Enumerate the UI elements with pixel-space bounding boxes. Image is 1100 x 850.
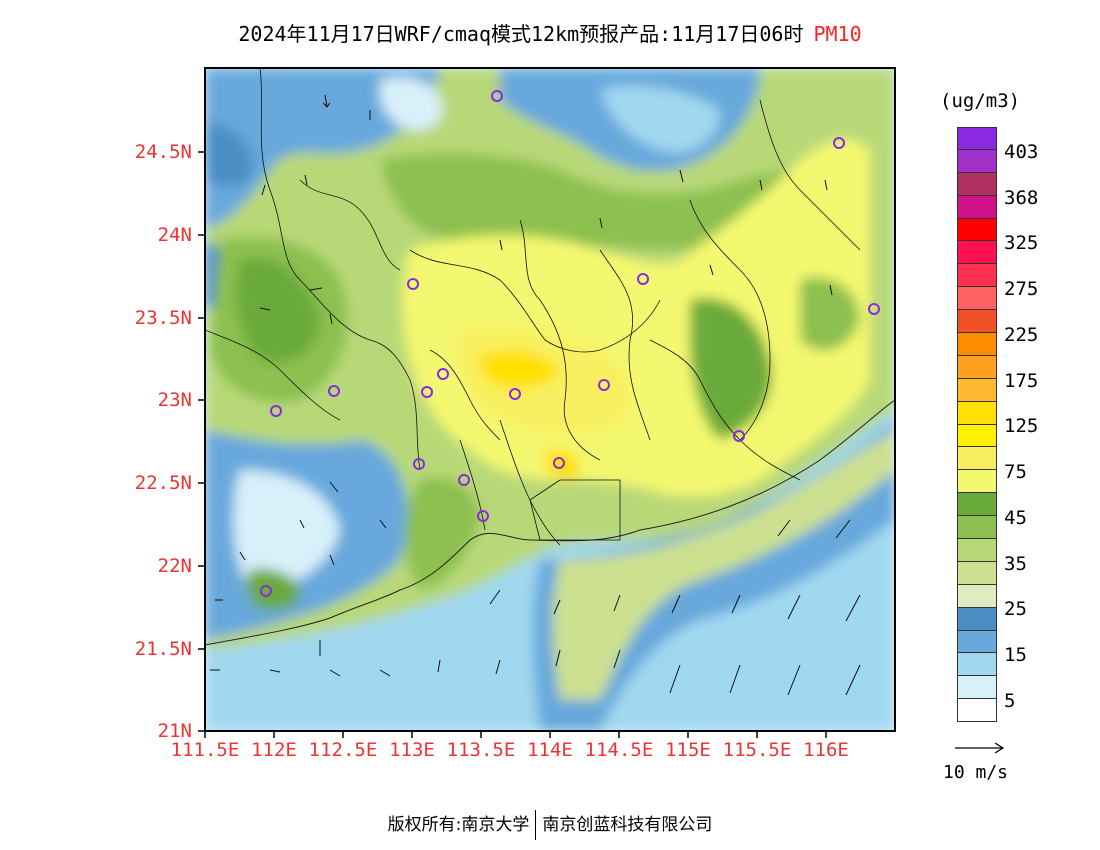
x-tick-label: 114.5E [584,739,654,761]
x-tick-label: 116E [803,739,849,761]
yellow-deep-1 [478,350,560,390]
legend-swatch [957,378,997,402]
legend-label: 35 [1004,553,1027,575]
legend-swatch [957,310,997,334]
wind-vectors [210,94,861,696]
title-main: 2024年11月17日WRF/cmaq模式12km预报产品:11月17日06时 [238,22,804,46]
wind-reference-arrow [955,742,1005,754]
legend-swatch [957,401,997,425]
legend-swatch [957,584,997,608]
legend-swatch [957,516,997,540]
green-east-light [800,277,860,351]
copyright-footer: 版权所有:南京大学 南京创蓝科技有限公司 [0,810,1100,840]
blue-north-light [600,86,720,153]
legend-swatch [957,561,997,585]
admin-boundaries [205,68,861,546]
legend-unit: (ug/m3) [940,90,1021,112]
legend-label: 325 [1004,232,1039,254]
legend-swatch [957,264,997,288]
legend-swatch [957,607,997,631]
legend-swatch [957,630,997,654]
green-south-strip [405,477,480,590]
x-tick-label: 115E [665,739,711,761]
legend-swatch [957,355,997,379]
y-tick-label: 21N [157,720,192,742]
footer-right: 南京创蓝科技有限公司 [542,815,713,835]
legend-label: 175 [1004,370,1039,392]
blue-northwest [205,68,440,230]
blue-northwest-light [380,77,442,131]
legend-swatch [957,447,997,471]
legend-label: 15 [1004,644,1027,666]
legend-swatch [957,470,997,494]
legend-swatch [957,218,997,242]
y-tick-label: 22N [157,555,192,577]
blue-west-light [233,470,340,590]
map-title: 2024年11月17日WRF/cmaq模式12km预报产品:11月17日06时 P… [0,18,1100,47]
y-tick-label: 23N [157,389,192,411]
legend-label: 125 [1004,415,1039,437]
legend-label: 368 [1004,187,1039,209]
yellow-deep-2 [545,448,581,479]
legend-swatch [957,172,997,196]
legend-colorbar [957,127,997,723]
x-tick-label: 111.5E [170,739,240,761]
legend-swatch [957,493,997,517]
legend-swatch [957,287,997,311]
legend-swatch [957,333,997,356]
x-tick-label: 115.5E [722,739,792,761]
sea-plume-green [552,430,895,700]
legend-label: 403 [1004,141,1039,163]
legend-label: 25 [1004,598,1027,620]
legend-label: 275 [1004,278,1039,300]
legend-swatch [957,653,997,677]
legend-label: 5 [1004,690,1016,712]
green-east-band [690,298,772,440]
legend-swatch [957,699,997,723]
green-west-dark [236,258,320,363]
green-southwest-blob [246,568,300,611]
legend-swatch [957,539,997,562]
footer-divider [535,810,537,840]
blue-west-mid [205,120,253,186]
legend-swatch [957,195,997,219]
city-markers [260,90,880,597]
legend-swatch [957,676,997,700]
x-tick-label: 114E [527,739,573,761]
legend-label: 225 [1004,324,1039,346]
y-tick-label: 22.5N [134,472,192,494]
wind-reference-label: 10 m/s [943,762,1009,783]
legend-swatch [957,241,997,265]
y-tick-label: 24N [157,224,192,246]
title-pollutant: PM10 [813,22,862,46]
y-tick-label: 21.5N [134,638,192,660]
legend-swatch [957,127,997,150]
footer-left: 版权所有:南京大学 [387,815,530,835]
y-tick-label: 23.5N [134,307,192,329]
x-tick-label: 113E [389,739,435,761]
coastline [205,399,895,646]
x-tick-label: 112.5E [308,739,378,761]
legend-swatch [957,424,997,448]
x-tick-label: 113.5E [446,739,516,761]
legend-label: 75 [1004,461,1027,483]
legend-label: 45 [1004,507,1027,529]
x-tick-label: 112E [251,739,297,761]
legend-swatch [957,149,997,173]
y-tick-label: 24.5N [134,141,192,163]
